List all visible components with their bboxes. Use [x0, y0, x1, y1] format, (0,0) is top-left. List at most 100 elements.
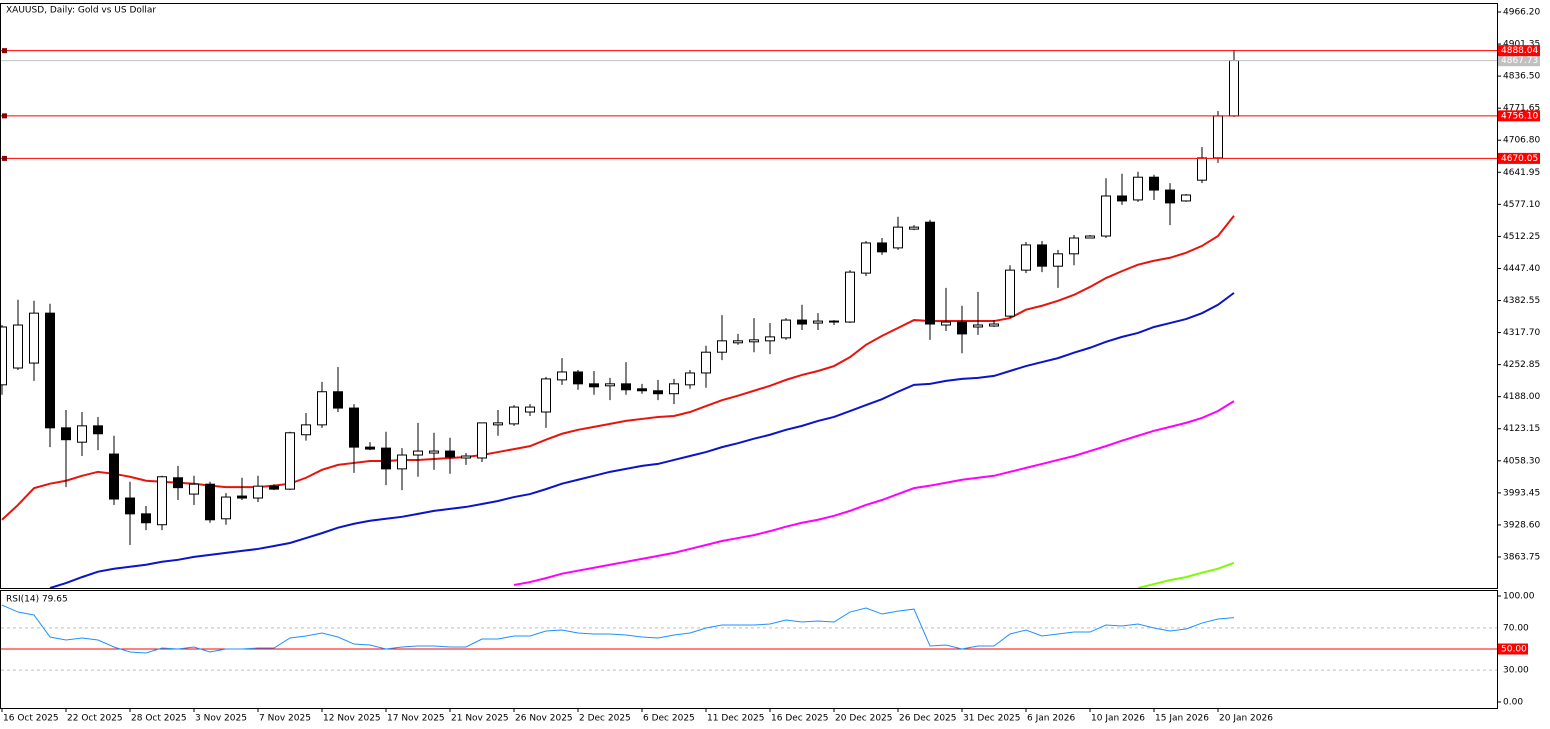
candle-body	[733, 340, 743, 344]
candle-body	[669, 383, 679, 395]
candle-body	[413, 450, 423, 456]
x-tick-label: 11 Dec 2025	[707, 714, 765, 724]
candle-body	[765, 336, 775, 342]
x-tick-label: 31 Dec 2025	[963, 714, 1021, 724]
candle-body	[749, 339, 759, 343]
y-tick-label: 4901.35	[1503, 40, 1540, 50]
y-tick-label: 3863.75	[1503, 552, 1540, 562]
candle-body	[461, 455, 471, 459]
y-tick-label: 3928.60	[1503, 520, 1540, 530]
candle-body	[173, 477, 183, 489]
level-label: 30.00	[1503, 666, 1529, 676]
candle-body	[525, 406, 535, 413]
y-tick-label: 4382.55	[1503, 296, 1540, 306]
candle-body	[797, 319, 807, 325]
y-tick-label: 4188.00	[1503, 392, 1540, 402]
y-tick-label: 4771.65	[1503, 104, 1540, 114]
candle-body	[637, 388, 647, 392]
candle-body	[237, 495, 247, 499]
candle-body	[61, 427, 71, 441]
x-tick-label: 15 Jan 2026	[1155, 714, 1209, 724]
level-label: 70.00	[1503, 623, 1529, 633]
candle-body	[1101, 195, 1111, 237]
candle-body	[29, 312, 39, 364]
candle-body	[541, 378, 551, 413]
level-handle	[2, 155, 7, 161]
candle-body	[941, 321, 951, 326]
candle-body	[973, 324, 983, 328]
candle-body	[205, 483, 215, 521]
current-price-label: 4867.73	[1501, 56, 1538, 66]
level-label: 4756.10	[1501, 111, 1538, 121]
candle-body	[989, 323, 999, 327]
candle-body	[125, 497, 135, 515]
candle-body	[573, 371, 583, 385]
current-price-box	[1498, 55, 1540, 67]
y-tick-label: 4706.80	[1503, 136, 1540, 146]
level-label-box	[1498, 110, 1540, 122]
candle-body	[1165, 189, 1175, 204]
candle-body	[605, 383, 615, 387]
candle-body	[813, 320, 823, 324]
y-tick-label: 100.00	[1503, 592, 1535, 602]
candle-body	[1053, 253, 1063, 267]
moving-average-line	[513, 400, 1235, 587]
x-tick-label: 26 Dec 2025	[899, 714, 957, 724]
level-label-box	[1498, 152, 1540, 164]
y-tick-label: 4317.70	[1503, 328, 1540, 338]
moving-average-line	[1137, 561, 1235, 588]
rsi-title: RSI(14) 79.65	[6, 595, 68, 605]
level-label-box	[1498, 45, 1540, 57]
candle-body	[157, 476, 167, 526]
candle-body	[349, 407, 359, 448]
level-handle	[2, 48, 7, 54]
candle-body	[877, 242, 887, 253]
candle-body	[957, 321, 967, 335]
candle-body	[1229, 60, 1239, 117]
x-tick-label: 22 Oct 2025	[67, 714, 123, 724]
x-tick-label: 16 Oct 2025	[3, 714, 59, 724]
candle-body	[1037, 244, 1047, 267]
candle-body	[685, 372, 695, 386]
level-label: 4888.04	[1501, 46, 1538, 56]
y-tick-label: 4966.20	[1503, 7, 1540, 17]
y-tick-label: 0.00	[1503, 697, 1523, 707]
y-tick-label: 4252.85	[1503, 360, 1540, 370]
y-tick-label: 4641.95	[1503, 168, 1540, 178]
candle-body	[1069, 237, 1079, 255]
candle-body	[109, 453, 119, 500]
x-tick-label: 7 Nov 2025	[259, 714, 311, 724]
level-label: 4670.05	[1501, 154, 1538, 164]
candle-body	[381, 447, 391, 470]
x-tick-label: 26 Nov 2025	[515, 714, 573, 724]
candle-body	[141, 513, 151, 524]
x-tick-label: 6 Jan 2026	[1027, 714, 1075, 724]
candle-body	[253, 485, 263, 499]
rsi-line	[1, 604, 1235, 654]
y-tick-label: 4836.50	[1503, 72, 1540, 82]
candle-body	[893, 226, 903, 249]
candle-body	[317, 391, 327, 426]
candle-body	[557, 371, 567, 381]
x-tick-label: 20 Jan 2026	[1219, 714, 1273, 724]
candle-body	[269, 485, 279, 490]
candle-body	[1085, 235, 1095, 239]
candle-body	[13, 324, 23, 369]
y-tick-label: 4123.15	[1503, 424, 1540, 434]
x-tick-label: 12 Nov 2025	[323, 714, 381, 724]
candle-body	[429, 450, 439, 454]
x-tick-label: 21 Nov 2025	[451, 714, 509, 724]
candle-body	[717, 340, 727, 353]
chart-title: XAUUSD, Daily: Gold vs US Dollar	[6, 6, 156, 16]
candle-body	[621, 383, 631, 391]
candle-body	[365, 446, 375, 450]
x-tick-label: 20 Dec 2025	[835, 714, 893, 724]
candle-body	[45, 312, 55, 429]
x-tick-label: 6 Dec 2025	[643, 714, 695, 724]
candle-body	[1, 326, 7, 386]
candle-body	[509, 406, 519, 425]
candle-body	[493, 422, 503, 426]
candle-body	[1117, 195, 1127, 202]
candle-body	[909, 226, 919, 230]
candle-body	[845, 271, 855, 323]
